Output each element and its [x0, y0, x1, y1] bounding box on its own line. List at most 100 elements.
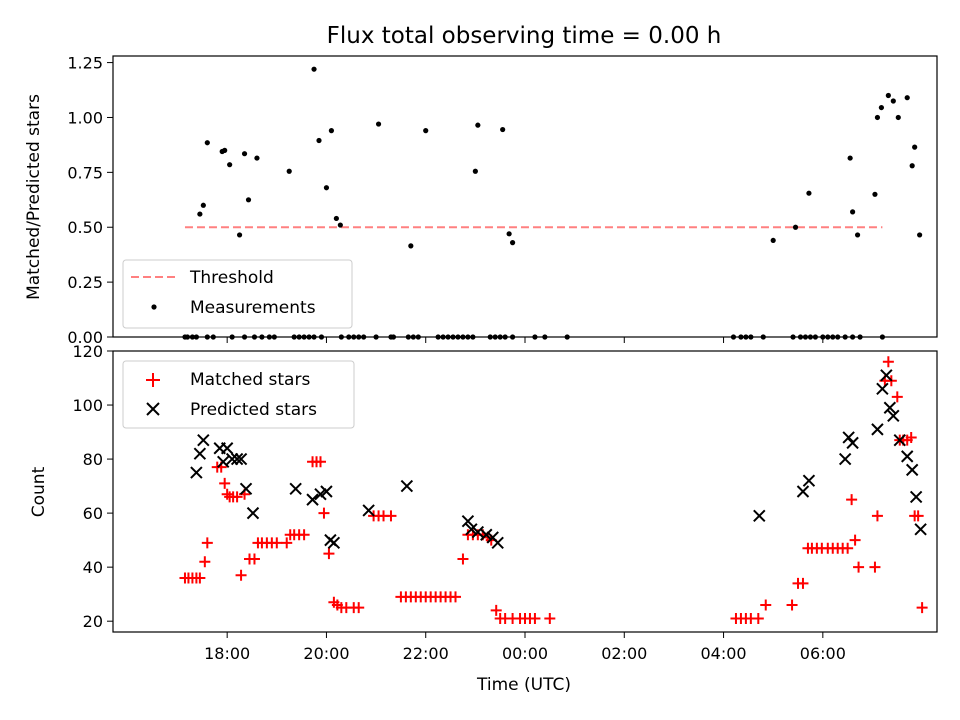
- predicted-stars-marker: [225, 452, 239, 466]
- predicted-stars-marker: [802, 474, 816, 487]
- measurement-point: [227, 162, 233, 168]
- matched-stars-marker: [201, 537, 213, 549]
- measurement-point: [333, 215, 339, 222]
- predicted-stars-marker: [914, 523, 927, 536]
- matched-stars-marker: [846, 494, 858, 506]
- predicted-stars-marker: [246, 506, 260, 520]
- measurement-point: [204, 140, 210, 146]
- predicted-stars-marker: [480, 528, 493, 541]
- matched-stars-marker: [194, 572, 206, 584]
- bottom-x-tick-label: 18:00: [204, 644, 250, 663]
- measurement-point: [885, 92, 891, 99]
- matched-stars-marker: [529, 612, 541, 624]
- matched-stars-marker: [450, 591, 462, 603]
- predicted-stars-marker: [197, 433, 210, 447]
- matched-stars-marker: [797, 577, 809, 589]
- measurement-point: [472, 168, 478, 174]
- measurement-point: [912, 144, 918, 150]
- matched-stars-marker: [221, 488, 233, 500]
- predicted-stars-marker: [471, 525, 485, 539]
- top-y-tick-label: 0.75: [67, 163, 103, 182]
- predicted-stars-marker: [838, 452, 852, 466]
- measurement-point: [917, 232, 923, 238]
- measurement-point: [200, 202, 206, 208]
- measurement-point: [375, 121, 382, 127]
- bottom-y-axis-label: Count: [29, 466, 49, 517]
- measurement-point: [770, 237, 776, 244]
- predicted-stars-marker: [465, 523, 478, 536]
- legend-measurements-label: Measurements: [190, 298, 316, 318]
- predicted-stars-marker: [220, 442, 234, 455]
- matched-stars-marker: [849, 534, 861, 546]
- bottom-x-tick-label: 22:00: [403, 644, 449, 663]
- measurement-point: [423, 128, 429, 134]
- matched-stars-marker: [891, 391, 903, 403]
- measurement-point: [850, 209, 856, 215]
- measurement-point: [337, 222, 343, 228]
- bottom-y-tick-label: 100: [72, 396, 103, 415]
- bottom-legend: Matched stars Predicted stars: [122, 360, 355, 429]
- bottom-x-tick-label: 00:00: [502, 644, 548, 663]
- top-y-tick-label: 0.50: [67, 218, 103, 237]
- measurement-point: [245, 197, 252, 203]
- measurement-point: [236, 232, 243, 238]
- matched-stars-marker: [314, 456, 326, 468]
- top-y-axis-label: Matched/Predicted stars: [24, 94, 44, 300]
- top-legend-box: [122, 259, 353, 329]
- bottom-y-tick-label: 80: [83, 450, 103, 469]
- matched-stars-marker: [271, 537, 283, 549]
- bottom-legend-box: [122, 360, 355, 429]
- predicted-stars-marker: [216, 455, 230, 468]
- matched-stars-marker: [323, 548, 335, 560]
- bottom-x-tick-label: 02:00: [601, 644, 647, 663]
- predicted-stars-marker: [239, 482, 253, 496]
- predicted-stars-marker: [901, 450, 914, 463]
- matched-stars-marker: [916, 602, 928, 614]
- predicted-stars-marker: [362, 504, 375, 517]
- matched-stars-marker: [231, 491, 243, 503]
- bottom-plot-axes: 20 40 60 80 100 120 18:00 20:00 22:00 00:00 02:00 0…: [72, 342, 845, 663]
- matched-stars-marker: [752, 612, 764, 624]
- measurement-point: [874, 114, 881, 121]
- measurement-point: [854, 232, 861, 238]
- measurement-point: [311, 66, 317, 72]
- legend-matched-swatch: [146, 373, 160, 387]
- matched-stars-marker: [457, 553, 469, 565]
- predicted-stars-marker: [905, 463, 919, 477]
- matched-stars-marker: [871, 510, 883, 522]
- top-plot-axes: 0.00 0.25 0.50 0.75 1.00 1.25: [67, 54, 824, 347]
- legend-threshold-label: Threshold: [189, 268, 274, 288]
- measurement-point: [222, 147, 228, 153]
- bottom-x-tick-label: 06:00: [800, 644, 846, 663]
- predicted-stars-marker: [230, 452, 244, 466]
- predicted-stars-marker: [876, 382, 889, 396]
- matched-stars-marker: [912, 510, 924, 522]
- top-plot-panel: 0.00 0.25 0.50 0.75 1.00 1.25 Matched/Predict…: [24, 54, 938, 347]
- measurement-point: [847, 155, 853, 161]
- measurement-point: [475, 122, 481, 128]
- matched-stars-marker: [281, 537, 293, 549]
- measurement-point: [254, 155, 260, 161]
- predicted-stars-marker: [893, 433, 906, 447]
- predicted-stars-marker: [461, 515, 475, 528]
- bottom-x-tick-label: 20:00: [303, 644, 349, 663]
- matched-stars-marker: [298, 529, 310, 541]
- predicted-stars-marker: [320, 485, 333, 498]
- matched-stars-marker: [882, 356, 894, 368]
- matched-stars-marker: [905, 431, 917, 443]
- measurement-point: [909, 163, 915, 169]
- legend-measurements-swatch: [151, 304, 157, 310]
- legend-predicted-label: Predicted stars: [190, 400, 317, 420]
- x-axis-label: Time (UTC): [476, 675, 571, 695]
- matched-stars-marker: [235, 569, 247, 581]
- top-y-tick-label: 0.00: [67, 328, 103, 347]
- predicted-stars-marker: [327, 536, 341, 550]
- measurement-point: [792, 224, 799, 230]
- matched-stars-marker: [853, 561, 865, 573]
- measurement-point: [286, 168, 292, 174]
- matched-stars-marker: [544, 612, 556, 624]
- measurement-point: [316, 137, 322, 144]
- predicted-stars-marker: [190, 466, 203, 479]
- predicted-stars-marker: [289, 482, 302, 496]
